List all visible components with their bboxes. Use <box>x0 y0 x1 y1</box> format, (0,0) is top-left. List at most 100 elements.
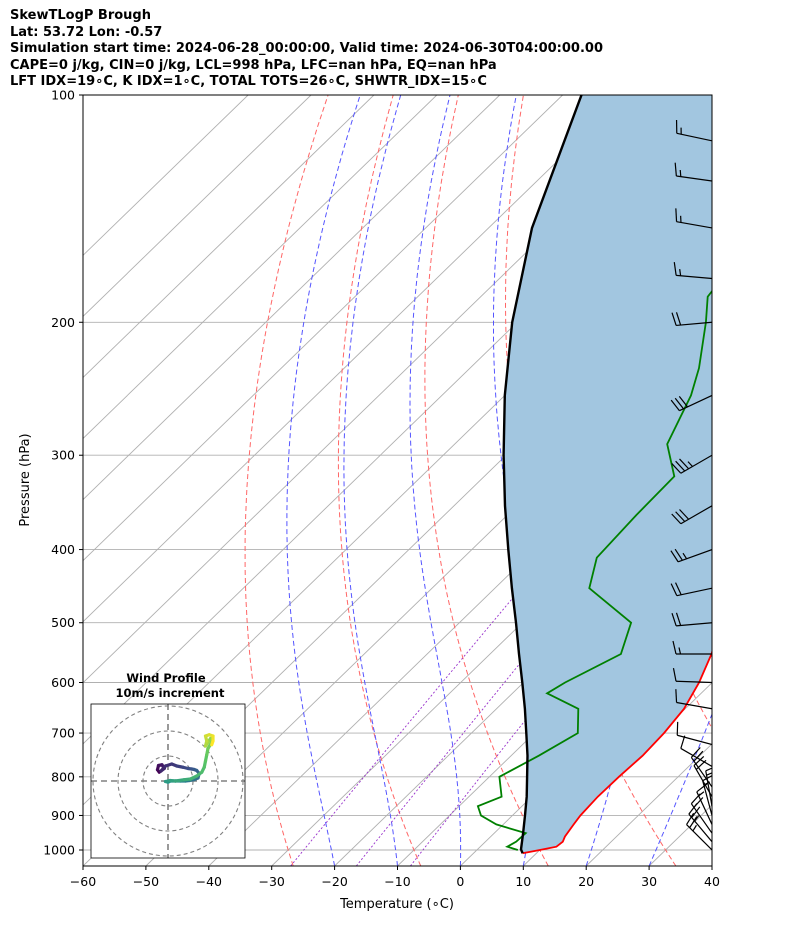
wind-barb-half-flag <box>679 269 682 276</box>
wind-barb <box>676 721 712 746</box>
wind-barb-flag <box>675 312 682 326</box>
wind-barb <box>673 262 712 280</box>
inset-subtitle: 10m/s increment <box>116 686 225 700</box>
y-tick-label: 700 <box>51 726 75 741</box>
header-cape-line: CAPE=0 j/kg, CIN=0 j/kg, LCL=998 hPa, LF… <box>10 57 497 73</box>
isotherm-line <box>83 95 438 440</box>
wind-barb-flag <box>671 513 682 525</box>
dry-adiabat-line <box>424 95 549 866</box>
wind-barb-flag <box>675 208 678 222</box>
wind-barb-flag <box>675 612 682 626</box>
y-tick-label: 200 <box>51 315 75 330</box>
wind-barb-shaft <box>680 454 712 474</box>
wind-barb-flag <box>672 668 677 682</box>
hodograph-area <box>91 704 245 858</box>
wind-barb <box>672 640 712 655</box>
mixing-ratio-line <box>410 487 712 866</box>
isotherm-line <box>83 95 375 379</box>
wind-barb <box>672 668 712 684</box>
wind-barb-half-flag <box>692 824 697 832</box>
y-tick-label: 300 <box>51 448 75 463</box>
x-tick-label: −20 <box>321 874 347 889</box>
wind-barb-flag <box>672 640 677 655</box>
header-location: Lat: 53.72 Lon: -0.57 <box>10 24 163 40</box>
x-tick-label: 30 <box>641 874 657 889</box>
wind-barb-flag <box>678 395 689 408</box>
wind-barb-shaft <box>705 770 712 807</box>
x-tick-label: −10 <box>384 874 410 889</box>
wind-barb-flag <box>675 689 678 703</box>
wind-barb-flag <box>670 399 680 412</box>
wind-barb-shaft <box>702 780 712 816</box>
wind-barb-flag <box>689 816 698 829</box>
x-tick-label: −50 <box>133 874 159 889</box>
wind-barb-shaft <box>676 587 712 597</box>
wind-barb-shaft <box>677 734 712 746</box>
isotherm-line <box>334 498 712 866</box>
wind-barb-flag <box>671 312 677 326</box>
wind-barb <box>671 505 712 525</box>
moist-adiabat-line <box>648 712 712 866</box>
inset-frame <box>90 703 246 859</box>
wind-barb <box>671 312 712 327</box>
wind-barb-flag <box>680 735 686 749</box>
wind-profile-inset: Wind Profile 10m/s increment <box>90 671 246 859</box>
hodograph-ring <box>117 730 219 832</box>
wind-barb-flag <box>673 262 677 276</box>
wind-barb-shaft <box>676 680 712 684</box>
mixing-ratio-lines <box>290 361 712 866</box>
y-axis-ticks: 1000 900 800 700 600 500 400 300 200 100 <box>43 88 83 858</box>
header-indices-line: LFT IDX=19∘C, K IDX=1∘C, TOTAL TOTS=26∘C… <box>10 74 487 89</box>
isotherm-line <box>83 95 501 501</box>
wind-barb-shaft <box>696 791 712 825</box>
wind-barb-shaft <box>680 505 712 525</box>
wind-barb-shaft <box>688 813 712 843</box>
wind-barb <box>675 119 712 142</box>
wind-barb-flag <box>691 806 701 818</box>
wind-barb-shaft <box>680 747 712 767</box>
wind-barb <box>671 454 712 474</box>
isotherm-line <box>83 95 312 318</box>
moist-adiabat-line <box>286 95 361 866</box>
wind-barb <box>675 208 712 229</box>
wind-barb-flag <box>671 463 682 474</box>
wind-barb-shaft <box>676 321 712 327</box>
x-tick-label: −40 <box>196 874 222 889</box>
wind-barb-flag <box>670 550 679 563</box>
wind-barb-half-flag <box>694 815 700 822</box>
wind-barb-half-flag <box>687 461 693 467</box>
dry-adiabat-line <box>244 95 329 866</box>
x-tick-label: −60 <box>70 874 96 889</box>
y-axis-label: Pressure (hPa) <box>18 433 33 526</box>
isotherm-line <box>83 95 563 562</box>
mixing-ratio-line <box>290 361 712 866</box>
wind-barb-flag <box>675 460 686 472</box>
wind-barb-shaft <box>679 394 712 412</box>
wind-barb-half-flag <box>682 552 688 560</box>
y-tick-label: 500 <box>51 615 75 630</box>
wind-barb <box>688 803 712 843</box>
wind-barb-flag <box>675 582 682 595</box>
wind-barb-shaft <box>676 132 712 142</box>
moist-adiabat-line <box>343 95 402 866</box>
y-tick-label: 900 <box>51 808 75 823</box>
wind-barb-flag <box>693 750 704 762</box>
x-tick-label: 20 <box>578 874 594 889</box>
wind-barb-flag <box>679 458 690 470</box>
dewpoint-line <box>476 289 712 851</box>
wind-barb-shaft <box>676 274 712 280</box>
inset-title: Wind Profile <box>126 671 206 685</box>
wind-barb-shaft <box>690 803 712 834</box>
plot-area <box>83 95 712 866</box>
wind-barb <box>670 394 712 412</box>
wind-barb <box>674 162 712 182</box>
wind-barb-flag <box>674 162 677 177</box>
wind-barb <box>680 735 712 767</box>
y-tick-label: 400 <box>51 542 75 557</box>
wind-barb-flag <box>674 397 684 410</box>
mixing-ratio-line <box>355 429 712 866</box>
wind-barb-half-flag <box>698 791 705 797</box>
hodograph-segment <box>210 739 215 747</box>
y-tick-label: 800 <box>51 769 75 784</box>
